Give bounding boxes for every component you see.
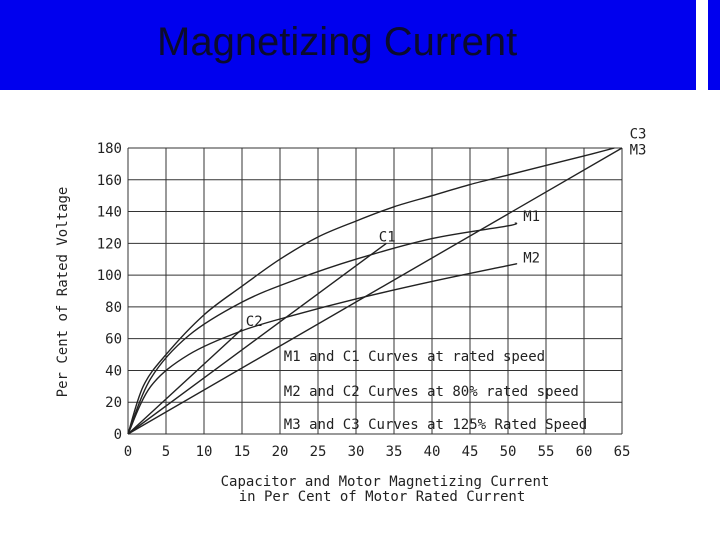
y-tick-labels: 0 20 40 60 80 100 120 140 160 180 xyxy=(97,141,122,443)
series-line-c2 xyxy=(127,328,243,435)
series-line-m1 xyxy=(127,222,518,435)
curve-label-m3: M3 xyxy=(630,142,647,158)
x-tick-label: 65 xyxy=(614,444,631,460)
x-tick-label: 60 xyxy=(576,444,593,460)
curve-label-c3: C3 xyxy=(630,126,647,142)
chart-annotation: M1 and C1 Curves at rated speed xyxy=(284,349,545,365)
series-line-c1 xyxy=(127,242,387,435)
x-tick-label: 35 xyxy=(386,444,403,460)
x-tick-label: 15 xyxy=(234,444,251,460)
x-tick-label: 5 xyxy=(162,444,170,460)
x-tick-label: 25 xyxy=(310,444,327,460)
y-tick-label: 100 xyxy=(97,268,122,284)
chart-series xyxy=(127,147,623,435)
x-tick-label: 30 xyxy=(348,444,365,460)
series-line-c3 xyxy=(127,147,615,435)
x-tick-label: 20 xyxy=(272,444,289,460)
series-line-m3 xyxy=(127,147,623,435)
y-tick-label: 20 xyxy=(105,395,122,411)
x-tick-label: 45 xyxy=(462,444,479,460)
x-axis-label-line1: Capacitor and Motor Magnetizing Current xyxy=(221,474,550,490)
curve-label-c2: C2 xyxy=(246,314,263,330)
chart-annotation: M3 and C3 Curves at 125% Rated Speed xyxy=(284,417,587,433)
y-tick-label: 0 xyxy=(114,427,122,443)
x-tick-labels: 0 5 10 15 20 25 30 35 40 45 50 55 60 65 xyxy=(124,444,631,460)
x-tick-label: 50 xyxy=(500,444,517,460)
x-tick-label: 40 xyxy=(424,444,441,460)
y-axis-label: Per Cent of Rated Voltage xyxy=(55,187,71,398)
chart-annotations: M1 and C1 Curves at rated speed M2 and C2… xyxy=(284,349,587,433)
y-tick-label: 40 xyxy=(105,363,122,379)
y-tick-label: 80 xyxy=(105,300,122,316)
curve-label-m2: M2 xyxy=(523,250,540,266)
chart-grid xyxy=(127,147,623,435)
y-tick-label: 160 xyxy=(97,173,122,189)
x-tick-label: 10 xyxy=(196,444,213,460)
y-tick-label: 120 xyxy=(97,236,122,252)
curve-label-m1: M1 xyxy=(523,209,540,225)
title-bar: Magnetizing Current xyxy=(0,0,720,90)
y-tick-label: 180 xyxy=(97,141,122,157)
y-tick-label: 140 xyxy=(97,205,122,221)
y-tick-label: 60 xyxy=(105,332,122,348)
x-tick-label: 55 xyxy=(538,444,555,460)
curve-label-c1: C1 xyxy=(379,230,396,246)
slide-title: Magnetizing Current xyxy=(157,20,518,64)
x-axis-label-line2: in Per Cent of Motor Rated Current xyxy=(239,489,526,505)
x-tick-label: 0 xyxy=(124,444,132,460)
title-bar-edge-strip xyxy=(708,0,720,90)
series-line-m2 xyxy=(127,263,518,435)
chart-annotation: M2 and C2 Curves at 80% rated speed xyxy=(284,384,579,400)
